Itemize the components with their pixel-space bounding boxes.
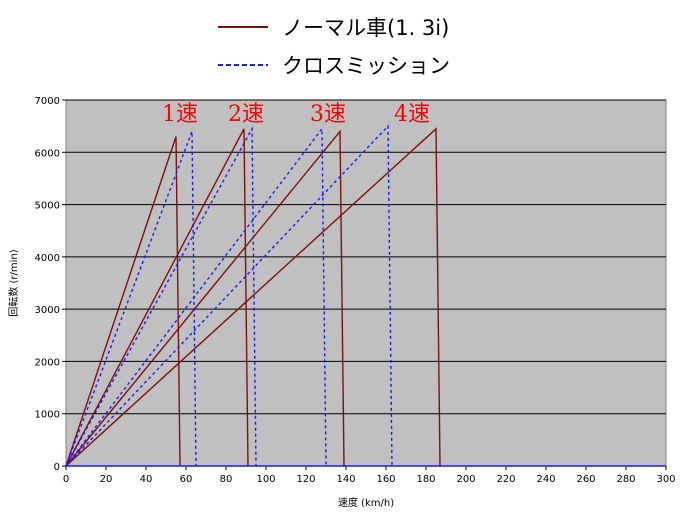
gear-label-1: 1速 [162, 102, 198, 127]
series-layer [65, 124, 441, 467]
y-tick-label: 5000 [35, 201, 60, 212]
x-tick-label: 40 [140, 474, 153, 485]
normal-gear-1-line [65, 136, 181, 467]
legend: ノーマル車(1. 3i) クロスミッション [218, 16, 450, 78]
cross-gear-2-line [65, 126, 257, 467]
x-tick-label: 100 [256, 474, 275, 485]
x-tick-label: 160 [376, 474, 395, 485]
x-axis-title: 速度 (km/h) [338, 496, 394, 509]
cross-gear-3-line [65, 126, 327, 467]
x-tick-label: 260 [576, 474, 595, 485]
x-tick-label: 140 [336, 474, 355, 485]
x-tick-label: 300 [656, 474, 675, 485]
gear-label-2: 2速 [228, 102, 264, 127]
x-tick-label: 280 [616, 474, 635, 485]
x-axis-ticks: 0 20 40 60 80 100 120 140 160 180 200 220 240 260 280 3… [63, 465, 676, 485]
normal-gear-3-line [65, 129, 345, 467]
normal-gear-2-line [65, 128, 249, 467]
x-tick-label: 180 [416, 474, 435, 485]
y-tick-label: 4000 [35, 253, 60, 264]
y-tick-label: 0 [54, 462, 60, 473]
plot-area [65, 99, 667, 467]
y-tick-label: 3000 [35, 305, 60, 316]
x-tick-label: 20 [100, 474, 113, 485]
y-tick-label: 2000 [35, 357, 60, 368]
x-tick-label: 80 [220, 474, 233, 485]
gear-label-4: 4速 [394, 102, 430, 127]
gear-labels: 1速 2速 3速 4速 [162, 102, 430, 127]
y-tick-label: 1000 [35, 410, 60, 421]
y-tick-label: 7000 [35, 96, 60, 107]
y-axis-title: 回転数 (r/min) [7, 249, 20, 316]
y-tick-label: 6000 [35, 148, 60, 159]
x-tick-label: 200 [456, 474, 475, 485]
legend-label-normal: ノーマル車(1. 3i) [282, 16, 449, 40]
gear-label-3: 3速 [310, 102, 346, 127]
x-tick-label: 60 [180, 474, 193, 485]
cross-gear-4-line [65, 124, 393, 467]
legend-label-cross: クロスミッション [282, 54, 450, 78]
x-tick-label: 240 [536, 474, 555, 485]
y-axis-ticks: 0 1000 2000 3000 4000 5000 6000 7000 [35, 96, 66, 473]
x-tick-label: 220 [496, 474, 515, 485]
x-tick-label: 0 [63, 474, 69, 485]
x-tick-label: 120 [296, 474, 315, 485]
normal-gear-4-line [65, 127, 441, 467]
